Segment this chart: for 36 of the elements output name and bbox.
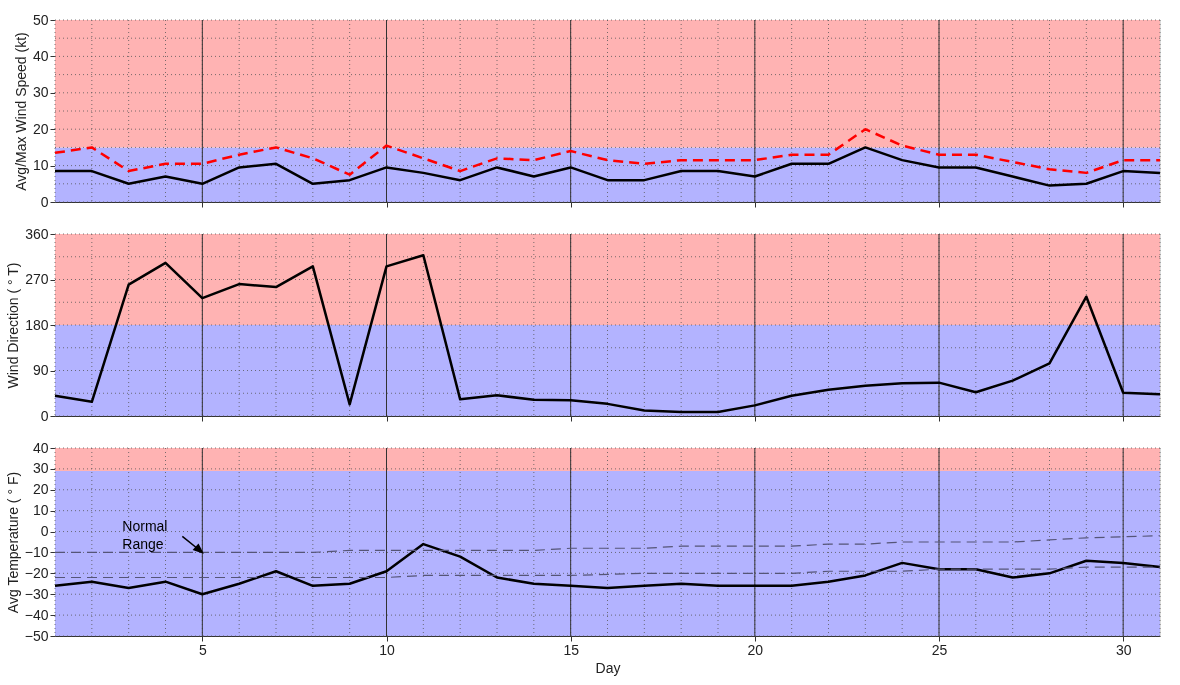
y-tick-label: 30 — [32, 84, 49, 101]
y-tick-label: 360 — [25, 225, 49, 242]
y-axis-title: Wind Direction ( ° T) — [5, 262, 22, 389]
y-tick-label: 30 — [32, 460, 49, 477]
line-series — [54, 535, 1161, 554]
y-tick-label: 90 — [32, 362, 49, 378]
x-axis-title: Day — [595, 659, 621, 676]
line-series — [53, 146, 1162, 187]
y-tick-label: 10 — [32, 157, 49, 174]
y-tick-label: 270 — [25, 271, 49, 287]
y-tick-label: −10 — [24, 543, 49, 560]
y-axis-title: Avg Temperature ( ° F) — [4, 471, 21, 614]
y-tick-label: 0 — [40, 193, 49, 210]
x-tick-label: 20 — [747, 641, 764, 658]
annotation: Normal Range — [122, 518, 168, 553]
y-tick-label: 40 — [32, 439, 49, 456]
y-tick-label: 20 — [32, 120, 49, 137]
y-tick-label: 40 — [32, 47, 49, 64]
y-tick-label: 0 — [40, 407, 49, 424]
line-series — [54, 566, 1161, 579]
x-tick-label: 30 — [1115, 641, 1132, 658]
y-tick-label: 10 — [32, 502, 49, 519]
y-tick-label: 180 — [25, 316, 49, 333]
x-tick-label: 5 — [198, 641, 207, 658]
y-tick-label: −40 — [24, 606, 49, 623]
y-tick-label: −30 — [24, 585, 49, 602]
y-axis-title: Avg/Max Wind Speed (kt) — [12, 32, 29, 191]
y-tick-label: 0 — [40, 523, 49, 540]
x-tick-label: 25 — [931, 641, 948, 658]
y-tick-label: −20 — [24, 564, 49, 581]
line-series — [53, 127, 1162, 176]
x-tick-label: 15 — [563, 641, 580, 658]
x-tick-label: 10 — [379, 641, 395, 658]
y-tick-label: −50 — [24, 627, 49, 644]
y-tick-label: 50 — [32, 11, 49, 28]
y-tick-label: 20 — [32, 481, 49, 498]
